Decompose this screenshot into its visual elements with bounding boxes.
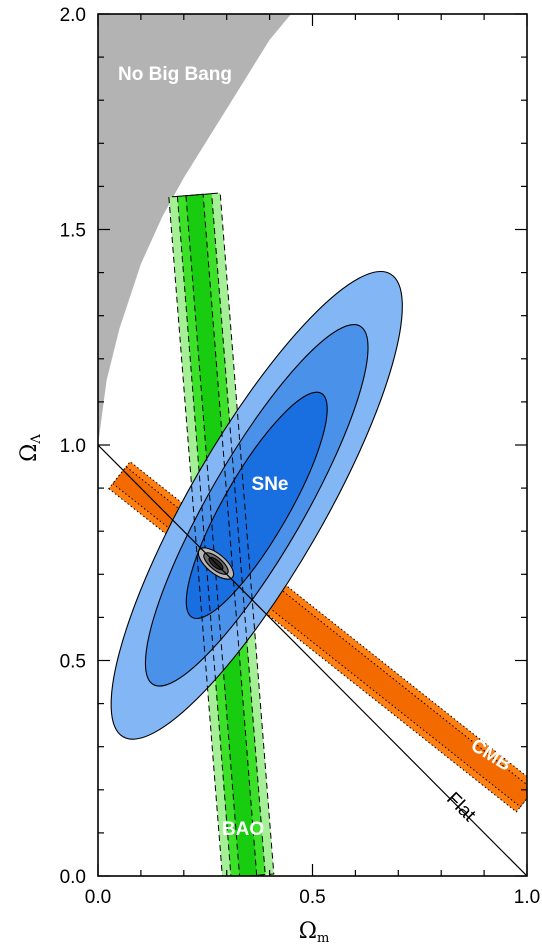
y-tick-label: 0.0 bbox=[60, 867, 86, 888]
x-axis-label-symbol: Ω bbox=[299, 919, 317, 944]
svg-text:Ωm: Ωm bbox=[299, 919, 330, 945]
x-tick-label: 1.0 bbox=[514, 887, 540, 908]
y-tick-label: 1.0 bbox=[60, 436, 86, 457]
bao-edge-1 bbox=[176, 193, 266, 876]
flat-label: Flat bbox=[442, 788, 480, 826]
y-axis-label-symbol: Ω bbox=[17, 444, 42, 462]
x-tick-label: 0.0 bbox=[85, 887, 111, 908]
flat-line bbox=[98, 444, 527, 876]
x-axis-label-sub: m bbox=[317, 931, 329, 945]
x-axis-label: Ωm bbox=[299, 919, 330, 945]
y-axis-label: ΩΛ bbox=[17, 434, 44, 462]
svg-text:ΩΛ: ΩΛ bbox=[17, 434, 44, 462]
sne-label: SNe bbox=[252, 474, 289, 495]
y-tick-label: 0.5 bbox=[60, 652, 86, 673]
y-tick-label: 1.5 bbox=[60, 221, 86, 242]
x-tick-label: 0.5 bbox=[299, 887, 325, 908]
y-axis-label-sub: Λ bbox=[29, 434, 44, 445]
no-big-bang-label: No Big Bang bbox=[118, 64, 232, 85]
no-big-bang-region bbox=[98, 14, 292, 445]
bao-label: BAO bbox=[222, 819, 264, 840]
y-tick-label: 2.0 bbox=[60, 5, 86, 26]
